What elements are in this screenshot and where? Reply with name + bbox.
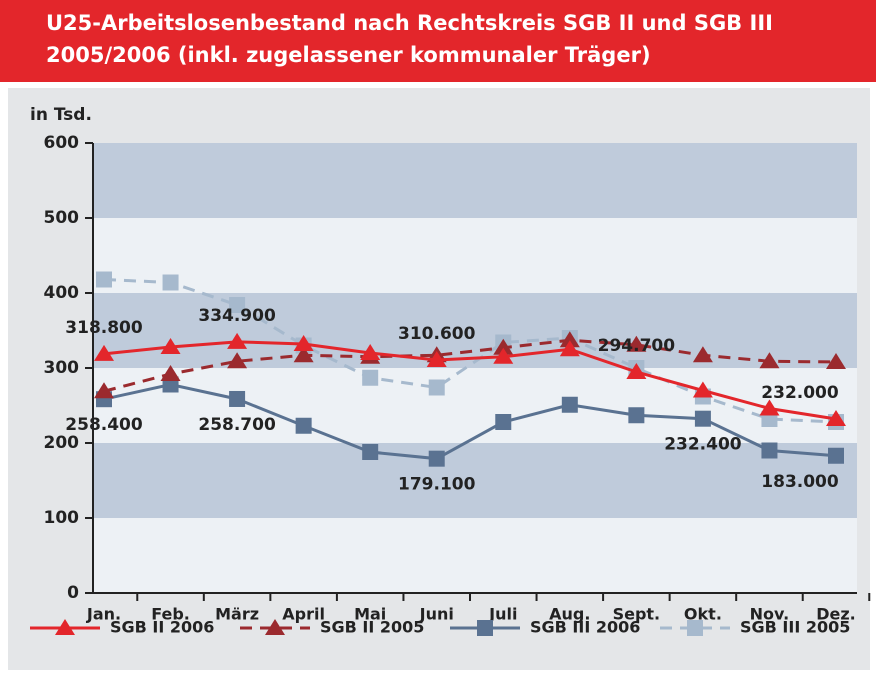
y-tick-label: 600 [44,133,80,153]
x-tick-label: Jan. [86,605,121,624]
point [692,346,713,363]
legend-marker [477,620,493,636]
legend-label: SGB II 2006 [110,618,214,637]
point [160,338,181,354]
y-tick-label: 400 [44,283,80,303]
legend-label: SGB III 2005 [740,618,850,637]
y-tick-label: 500 [44,208,80,228]
x-tick-label: Juli [488,605,517,624]
point [229,390,246,407]
series-line [103,338,837,393]
point [692,381,713,398]
point [561,396,578,413]
point [495,414,512,430]
point [559,340,580,357]
series-line [103,382,837,461]
point [626,362,647,379]
point [628,407,645,424]
point [94,344,114,361]
legend-label: SGB III 2006 [530,618,640,637]
x-tick-label: Aug. [549,605,590,624]
chart-subtitle: 2005/2006 (inkl. zugelassener kommunaler… [46,43,651,67]
x-tick-label: März [215,605,259,624]
header-band [0,0,876,82]
grid-band [93,143,857,218]
point [426,351,447,368]
x-tick-label: Nov. [750,605,790,624]
point [428,379,445,396]
point [293,335,314,351]
legend-marker [265,619,285,635]
point [360,344,381,360]
grid-band [93,218,857,293]
grid-band [93,293,857,368]
point [295,417,312,434]
x-tick-label: Juni [419,605,454,624]
data-label: 232.000 [761,383,839,403]
point [493,338,514,355]
x-tick-label: Mai [354,605,386,624]
x-tick-label: April [282,605,325,624]
point [428,450,445,467]
point [826,410,846,426]
chart-title: U25-Arbeitslosenbestand nach Rechtskreis… [46,11,773,35]
point [227,352,248,369]
y-tick-label: 100 [44,508,80,528]
point [362,444,379,460]
point [94,382,114,399]
grid-band [93,443,857,518]
data-label: 232.400 [664,435,742,455]
x-tick-label: Feb. [151,605,190,624]
series-line [103,340,837,421]
data-label: 179.100 [398,475,476,495]
point [559,331,580,348]
point [227,332,248,349]
point [362,369,379,386]
data-label: 183.000 [761,472,839,492]
y-tick-label: 300 [44,358,80,378]
point [162,274,179,291]
data-label: 318.800 [65,318,143,338]
point [160,365,181,381]
y-tick-label: 200 [44,433,80,453]
series-line [103,278,837,424]
point [229,297,246,313]
point [493,347,514,364]
point [826,353,846,369]
x-tick-label: Okt. [684,605,722,624]
point [694,410,711,427]
point [761,442,778,459]
point [626,335,647,352]
data-label: 258.400 [65,415,143,435]
legend-marker [55,619,75,635]
x-tick-label: Sept. [613,605,661,624]
y-axis-label: in Tsd. [30,105,92,125]
data-label: 258.700 [198,415,276,435]
point [759,352,780,369]
point [96,271,112,288]
point [828,447,844,464]
x-tick-label: Dez. [816,605,856,624]
point [293,346,314,363]
legend-marker [687,620,703,636]
data-label: 294.700 [598,336,676,356]
grid-band [93,518,857,593]
legend-label: SGB II 2005 [320,618,424,637]
data-label: 310.600 [398,324,476,344]
data-label: 334.900 [198,306,276,326]
y-tick-label: 0 [67,583,79,603]
point [759,399,780,416]
